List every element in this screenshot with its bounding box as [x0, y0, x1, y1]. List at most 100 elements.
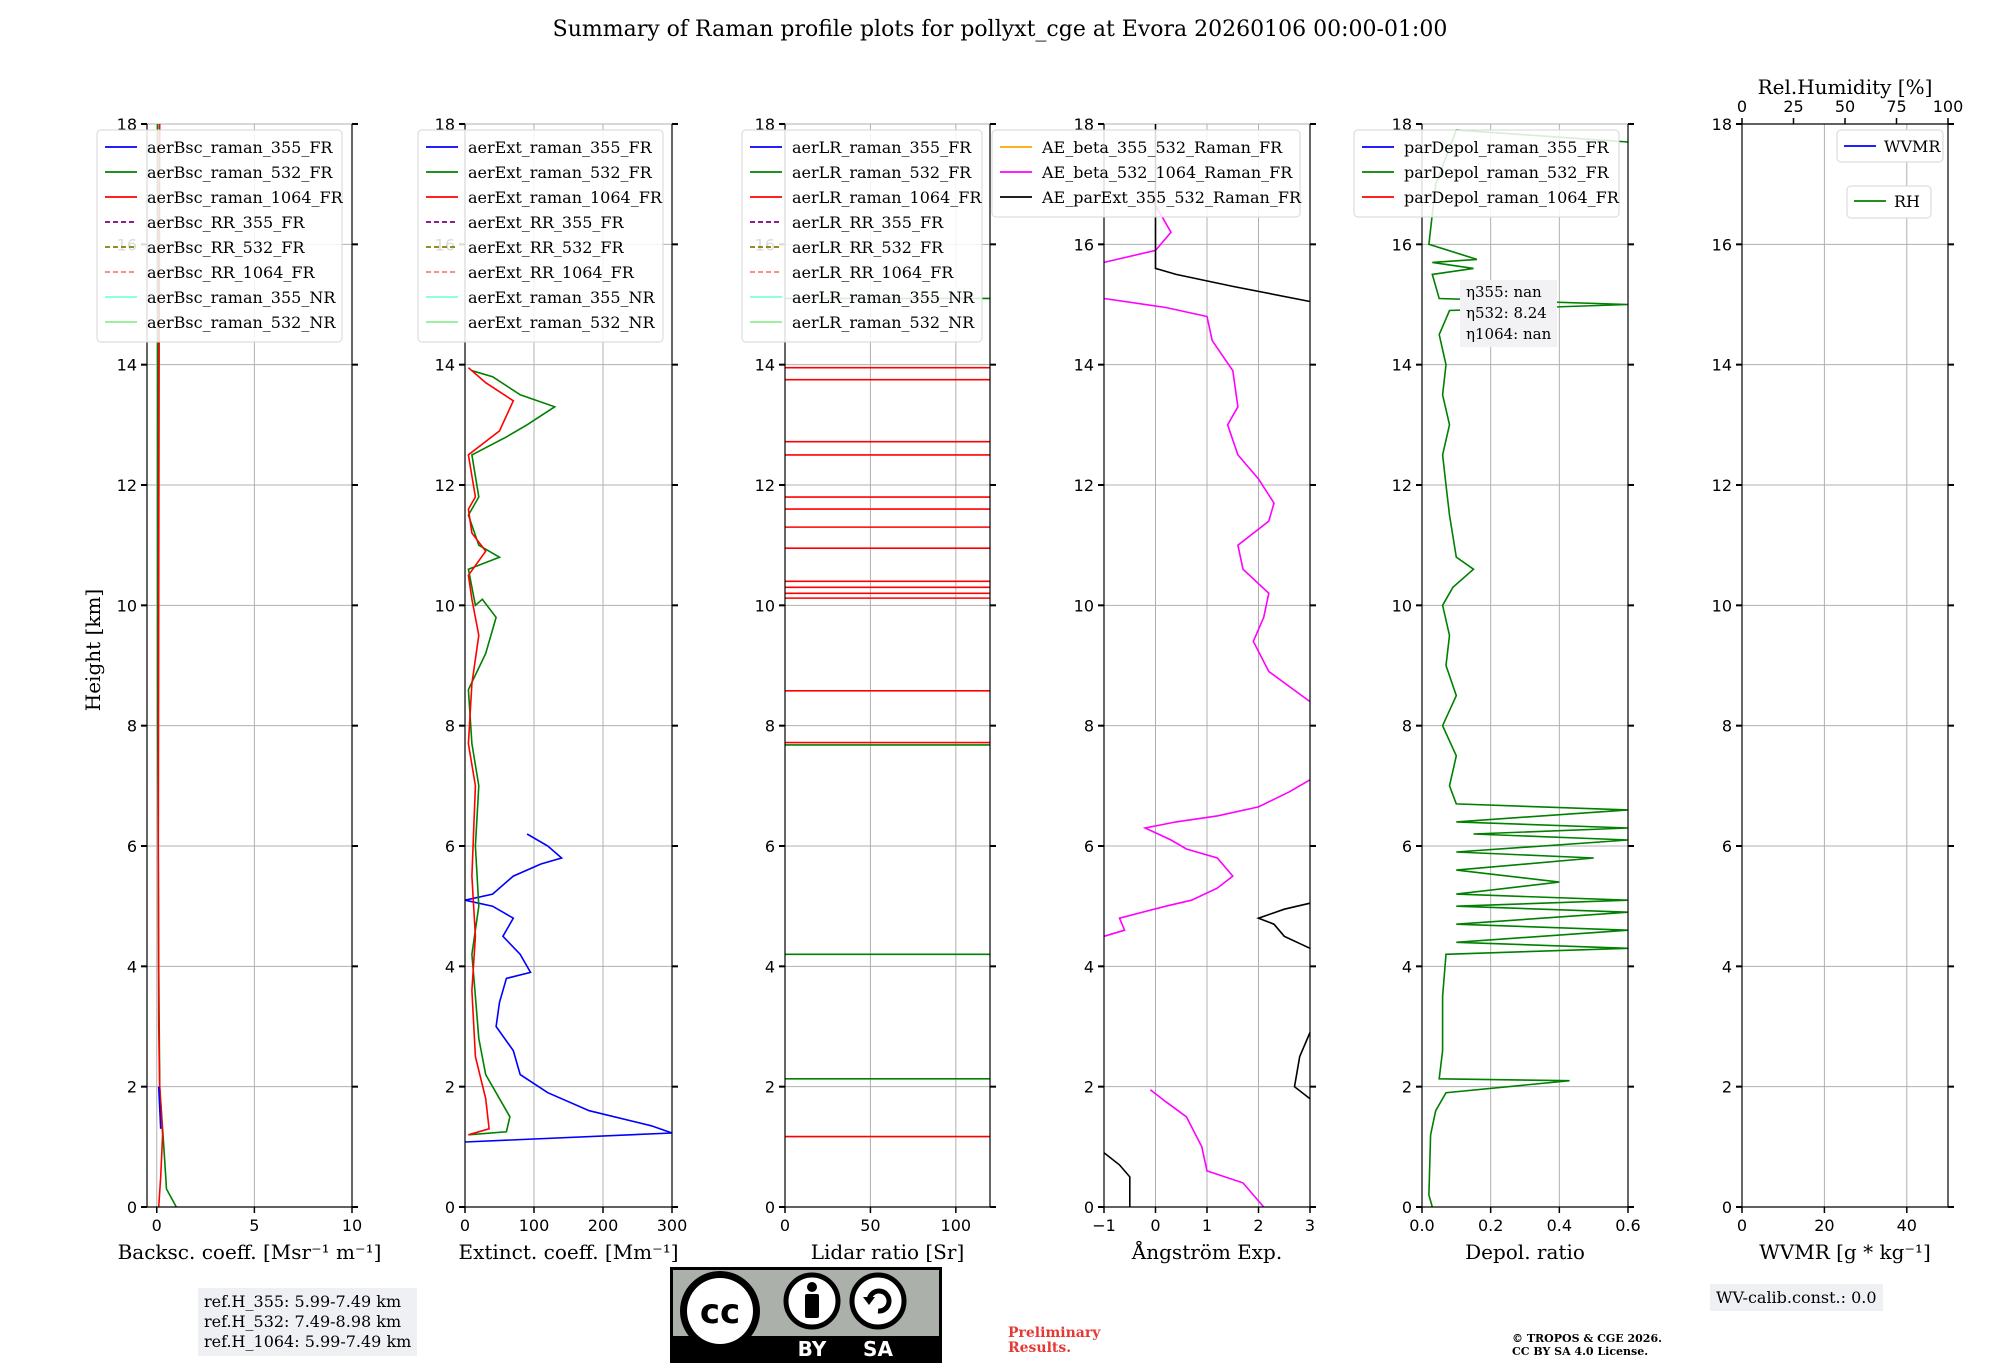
eta-1064: η1064: nan	[1466, 325, 1552, 343]
legend-label: aerLR_raman_355_FR	[792, 138, 972, 157]
legend-label: aerLR_raman_532_FR	[792, 163, 972, 182]
y-tick-label: 10	[117, 596, 137, 615]
series-aerBsc_raman_355_FR	[157, 1086, 162, 1129]
x-axis-label: Lidar ratio [Sr]	[811, 1240, 965, 1264]
eta-355: η355: nan	[1466, 283, 1542, 301]
y-tick-label: 0	[765, 1198, 775, 1217]
series-AE_parExt_355_532_Raman_FR	[1256, 902, 1311, 950]
series-AE_beta_532_1064_Raman_FR	[1149, 1089, 1265, 1208]
y-tick-label: 12	[755, 476, 775, 495]
preliminary-line-2: Results.	[1008, 1340, 1072, 1356]
y-tick-label: 6	[1084, 837, 1094, 856]
top-x-tick-label: 50	[1835, 97, 1855, 116]
y-tick-label: 0	[445, 1198, 455, 1217]
y-tick-label: 4	[1084, 957, 1094, 976]
legend-box	[1846, 185, 1932, 219]
series-aerExt_raman_355_FR	[464, 833, 673, 1143]
x-axis-label: Depol. ratio	[1465, 1240, 1585, 1264]
top-x-tick-label: 0	[1737, 97, 1747, 116]
x-tick-label: 2	[1253, 1216, 1263, 1235]
x-tick-label: 10	[342, 1216, 362, 1235]
y-tick-label: 18	[435, 115, 455, 134]
y-tick-label: 16	[1712, 235, 1732, 254]
y-tick-label: 8	[765, 717, 775, 736]
copyright-line-2: CC BY SA 4.0 License.	[1512, 1345, 1649, 1358]
legend-label: AE_beta_355_532_Raman_FR	[1041, 138, 1283, 157]
panel-ext: 0246810121416180100200300Extinct. coeff.…	[417, 115, 688, 1264]
y-tick-label: 12	[1074, 476, 1094, 495]
y-tick-label: 14	[117, 356, 137, 375]
ref-height-532: ref.H_532: 7.49-8.98 km	[204, 1312, 402, 1331]
legend-label: aerLR_raman_355_NR	[792, 288, 975, 307]
legend-box	[1836, 129, 1944, 163]
y-tick-label: 18	[755, 115, 775, 134]
y-tick-label: 0	[1084, 1198, 1094, 1217]
y-tick-label: 14	[1074, 356, 1094, 375]
x-tick-label: 0.6	[1615, 1216, 1640, 1235]
y-tick-label: 6	[1402, 837, 1412, 856]
x-tick-label: 40	[1897, 1216, 1917, 1235]
x-tick-label: −1	[1092, 1216, 1116, 1235]
legend-label: aerExt_raman_532_FR	[468, 163, 653, 182]
top-x-tick-label: 25	[1783, 97, 1803, 116]
y-tick-label: 10	[1074, 596, 1094, 615]
y-tick-label: 12	[435, 476, 455, 495]
y-tick-label: 6	[127, 837, 137, 856]
legend-label: WVMR	[1884, 137, 1941, 156]
legend-label: aerExt_raman_1064_FR	[468, 188, 663, 207]
copyright-note: © TROPOS & CGE 2026. CC BY SA 4.0 Licens…	[1512, 1332, 1662, 1358]
legend-box	[417, 129, 664, 343]
y-tick-label: 10	[435, 596, 455, 615]
y-tick-label: 10	[1712, 596, 1732, 615]
ref-height-355: ref.H_355: 5.99-7.49 km	[204, 1292, 402, 1311]
series-AE_parExt_355_532_Raman_FR	[1293, 1032, 1311, 1100]
y-tick-label: 4	[1722, 957, 1732, 976]
legend-label: aerBsc_raman_355_FR	[147, 138, 333, 157]
x-tick-label: 0.0	[1409, 1216, 1434, 1235]
legend-label: RH	[1894, 192, 1920, 211]
legend-label: aerBsc_raman_532_FR	[147, 163, 333, 182]
y-tick-label: 4	[445, 957, 455, 976]
x-tick-label: 100	[941, 1216, 972, 1235]
legend-label: aerBsc_RR_532_FR	[147, 238, 305, 257]
x-tick-label: 20	[1814, 1216, 1834, 1235]
y-tick-label: 8	[1402, 717, 1412, 736]
x-tick-label: 0	[460, 1216, 470, 1235]
figure-title: Summary of Raman profile plots for polly…	[553, 17, 1448, 42]
x-axis-label: Extinct. coeff. [Mm⁻¹]	[458, 1240, 678, 1264]
x-tick-label: 1	[1202, 1216, 1212, 1235]
series-AE_parExt_355_532_Raman_FR	[1103, 1152, 1131, 1207]
legend-label: parDepol_raman_532_FR	[1404, 163, 1610, 182]
x-tick-label: 50	[860, 1216, 880, 1235]
x-tick-label: 0	[780, 1216, 790, 1235]
y-tick-label: 6	[445, 837, 455, 856]
y-axis-label: Height [km]	[81, 589, 105, 711]
preliminary-note: Preliminary Results.	[1008, 1326, 1100, 1356]
y-tick-label: 4	[765, 957, 775, 976]
legend-label: aerBsc_RR_355_FR	[147, 213, 305, 232]
x-axis-label: WVMR [g * kg⁻¹]	[1759, 1240, 1931, 1264]
y-tick-label: 14	[1392, 356, 1412, 375]
y-tick-label: 18	[1074, 115, 1094, 134]
y-tick-label: 0	[1402, 1198, 1412, 1217]
series-parDepol_raman_532_FR	[1428, 129, 1629, 1208]
y-tick-label: 8	[1722, 717, 1732, 736]
x-tick-label: 0	[1150, 1216, 1160, 1235]
series-AE_beta_532_1064_Raman_FR	[1103, 297, 1311, 703]
x-tick-label: 5	[249, 1216, 259, 1235]
y-tick-label: 2	[127, 1078, 137, 1097]
y-tick-label: 6	[765, 837, 775, 856]
y-tick-label: 2	[765, 1078, 775, 1097]
legend-label: aerBsc_raman_355_NR	[147, 288, 336, 307]
x-tick-label: 300	[657, 1216, 688, 1235]
eta-box: η355: nan η532: 8.24 η1064: nan	[1460, 280, 1558, 347]
x-tick-label: 100	[519, 1216, 550, 1235]
y-tick-label: 14	[435, 356, 455, 375]
ref-height-1064: ref.H_1064: 5.99-7.49 km	[204, 1332, 412, 1351]
legend-box	[1353, 129, 1620, 218]
legend-label: aerExt_raman_532_NR	[468, 313, 656, 332]
legend-label: aerExt_RR_532_FR	[468, 238, 625, 257]
y-tick-label: 0	[127, 1198, 137, 1217]
copyright-line-1: © TROPOS & CGE 2026.	[1512, 1332, 1662, 1345]
y-tick-label: 12	[1392, 476, 1412, 495]
